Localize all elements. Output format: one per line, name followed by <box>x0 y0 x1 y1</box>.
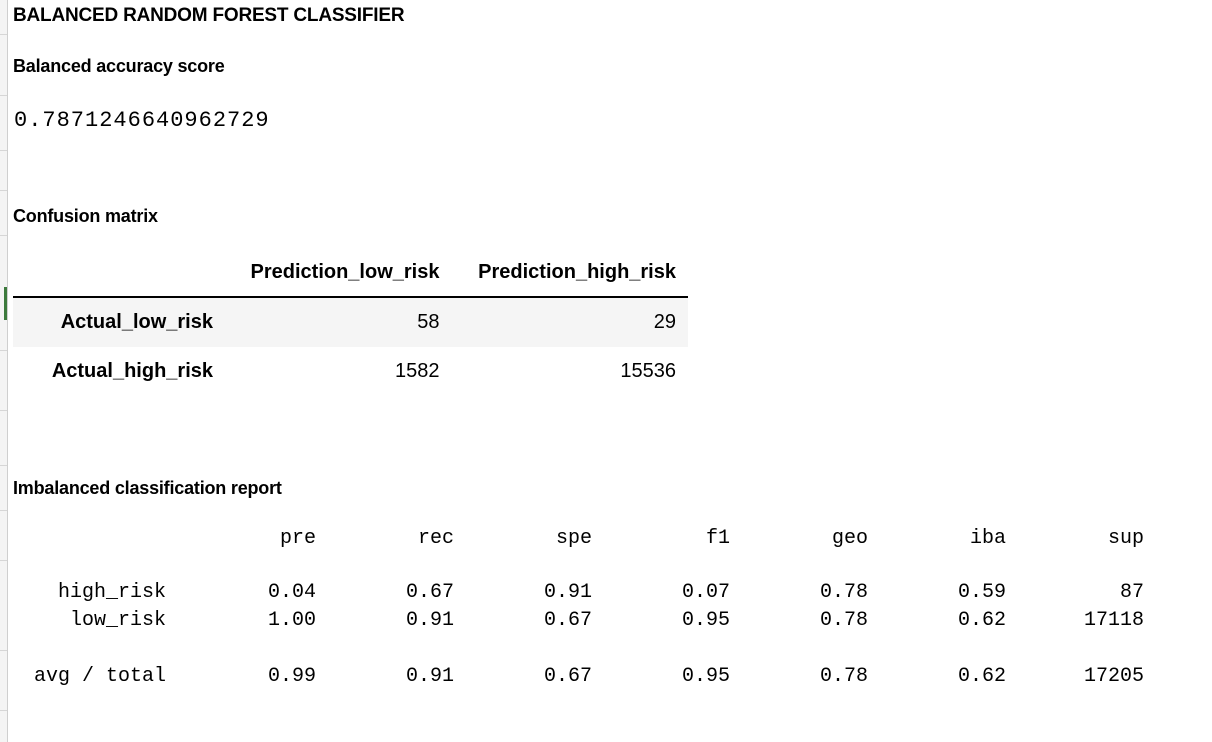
row-divider <box>0 710 7 711</box>
report-cell: 0.91 <box>405 665 454 688</box>
row-divider <box>0 190 7 191</box>
confusion-matrix-corner <box>13 248 225 298</box>
confusion-matrix-header-row: Prediction_low_risk Prediction_high_risk <box>13 248 688 298</box>
report-cell: 17205 <box>1083 665 1144 688</box>
report-row-label: low_risk <box>69 609 166 632</box>
report-cell: 0.95 <box>681 609 730 632</box>
confusion-matrix-heading: Confusion matrix <box>13 206 158 226</box>
row-divider <box>0 410 7 411</box>
balanced-accuracy-value: 0.7871246640962729 <box>14 108 270 133</box>
page-title: BALANCED RANDOM FOREST CLASSIFIER <box>13 5 405 26</box>
report-cell: 0.59 <box>957 581 1006 604</box>
report-cell: 0.67 <box>405 581 454 604</box>
column-header: Prediction_low_risk <box>225 248 452 298</box>
report-row-label: high_risk <box>57 581 166 604</box>
report-column-header: spe <box>555 527 592 550</box>
report-cell: 87 <box>1119 581 1144 604</box>
row-divider <box>0 350 7 351</box>
report-cell: 0.95 <box>681 665 730 688</box>
report-cell: 0.91 <box>405 609 454 632</box>
row-divider <box>0 560 7 561</box>
table-cell: 15536 <box>620 360 676 382</box>
report-cell: 17118 <box>1083 609 1144 632</box>
report-column-header: iba <box>969 527 1006 550</box>
report-row-label: avg / total <box>33 665 166 688</box>
report-column-header: f1 <box>705 527 730 550</box>
table-cell: 1582 <box>394 360 440 382</box>
table-row: Actual_low_risk 58 29 <box>13 297 688 347</box>
report-cell: 0.67 <box>543 609 592 632</box>
report-cell: 0.62 <box>957 665 1006 688</box>
table-cell: 58 <box>417 311 440 333</box>
row-divider <box>0 510 7 511</box>
row-divider <box>0 465 7 466</box>
report-cell: 0.78 <box>819 609 868 632</box>
confusion-matrix-table: Prediction_low_risk Prediction_high_risk… <box>13 248 688 396</box>
row-divider <box>0 650 7 651</box>
report-cell: 0.07 <box>681 581 730 604</box>
row-header: Actual_high_risk <box>51 360 213 382</box>
report-cell: 1.00 <box>267 609 316 632</box>
report-column-header: rec <box>417 527 454 550</box>
report-cell: 0.04 <box>267 581 316 604</box>
report-column-header: geo <box>831 527 868 550</box>
report-cell: 0.91 <box>543 581 592 604</box>
table-row: Actual_high_risk 1582 15536 <box>13 347 688 396</box>
row-header: Actual_low_risk <box>60 311 213 333</box>
balanced-accuracy-heading: Balanced accuracy score <box>13 56 225 76</box>
row-divider <box>0 150 7 151</box>
report-cell: 0.67 <box>543 665 592 688</box>
classification-report-heading: Imbalanced classification report <box>13 478 282 498</box>
active-row-indicator <box>4 287 7 320</box>
report-column-header: sup <box>1107 527 1144 550</box>
row-divider <box>0 95 7 96</box>
report-column-header: pre <box>279 527 316 550</box>
row-divider <box>0 34 7 35</box>
table-cell: 29 <box>653 311 676 333</box>
row-divider <box>0 235 7 236</box>
column-header: Prediction_high_risk <box>451 248 688 298</box>
report-cell: 0.62 <box>957 609 1006 632</box>
row-gutter <box>0 0 8 742</box>
report-cell: 0.99 <box>267 665 316 688</box>
report-cell: 0.78 <box>819 665 868 688</box>
report-cell: 0.78 <box>819 581 868 604</box>
